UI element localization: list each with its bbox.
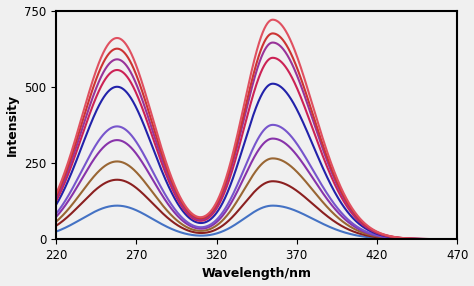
X-axis label: Wavelength/nm: Wavelength/nm bbox=[201, 267, 312, 281]
Y-axis label: Intensity: Intensity bbox=[6, 94, 18, 156]
